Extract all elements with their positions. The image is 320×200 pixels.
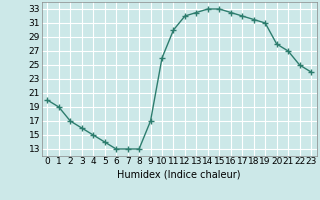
X-axis label: Humidex (Indice chaleur): Humidex (Indice chaleur) xyxy=(117,169,241,179)
